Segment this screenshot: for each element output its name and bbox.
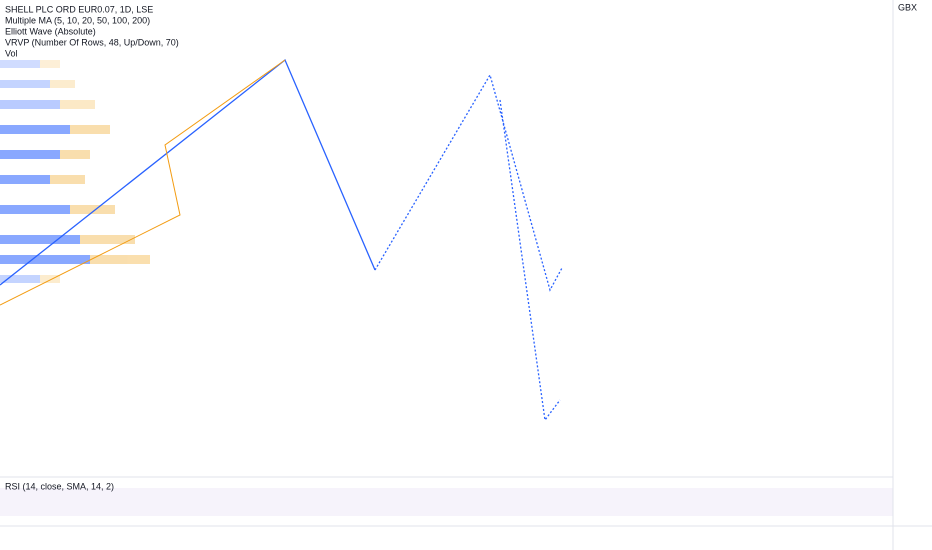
wave-projection xyxy=(374,73,563,292)
indicator: Multiple MA (5, 10, 20, 50, 100, 200) xyxy=(5,15,150,25)
indicator: Elliott Wave (Absolute) xyxy=(5,26,96,36)
wave-line-minor xyxy=(0,59,286,306)
legend: SHELL PLC ORD EUR0.07, 1D, LSE Multiple … xyxy=(5,2,917,491)
rsi-band xyxy=(0,488,893,516)
indicator: Vol xyxy=(5,48,18,58)
rsi-title: RSI (14, close, SMA, 14, 2) xyxy=(5,481,114,491)
indicator: VRVP (Number Of Rows, 48, Up/Down, 70) xyxy=(5,37,179,47)
chart-title: SHELL PLC ORD EUR0.07, 1D, LSE xyxy=(5,4,153,14)
elliott-wave xyxy=(0,58,563,422)
currency: GBX xyxy=(898,2,917,12)
volume-profile xyxy=(0,60,150,283)
